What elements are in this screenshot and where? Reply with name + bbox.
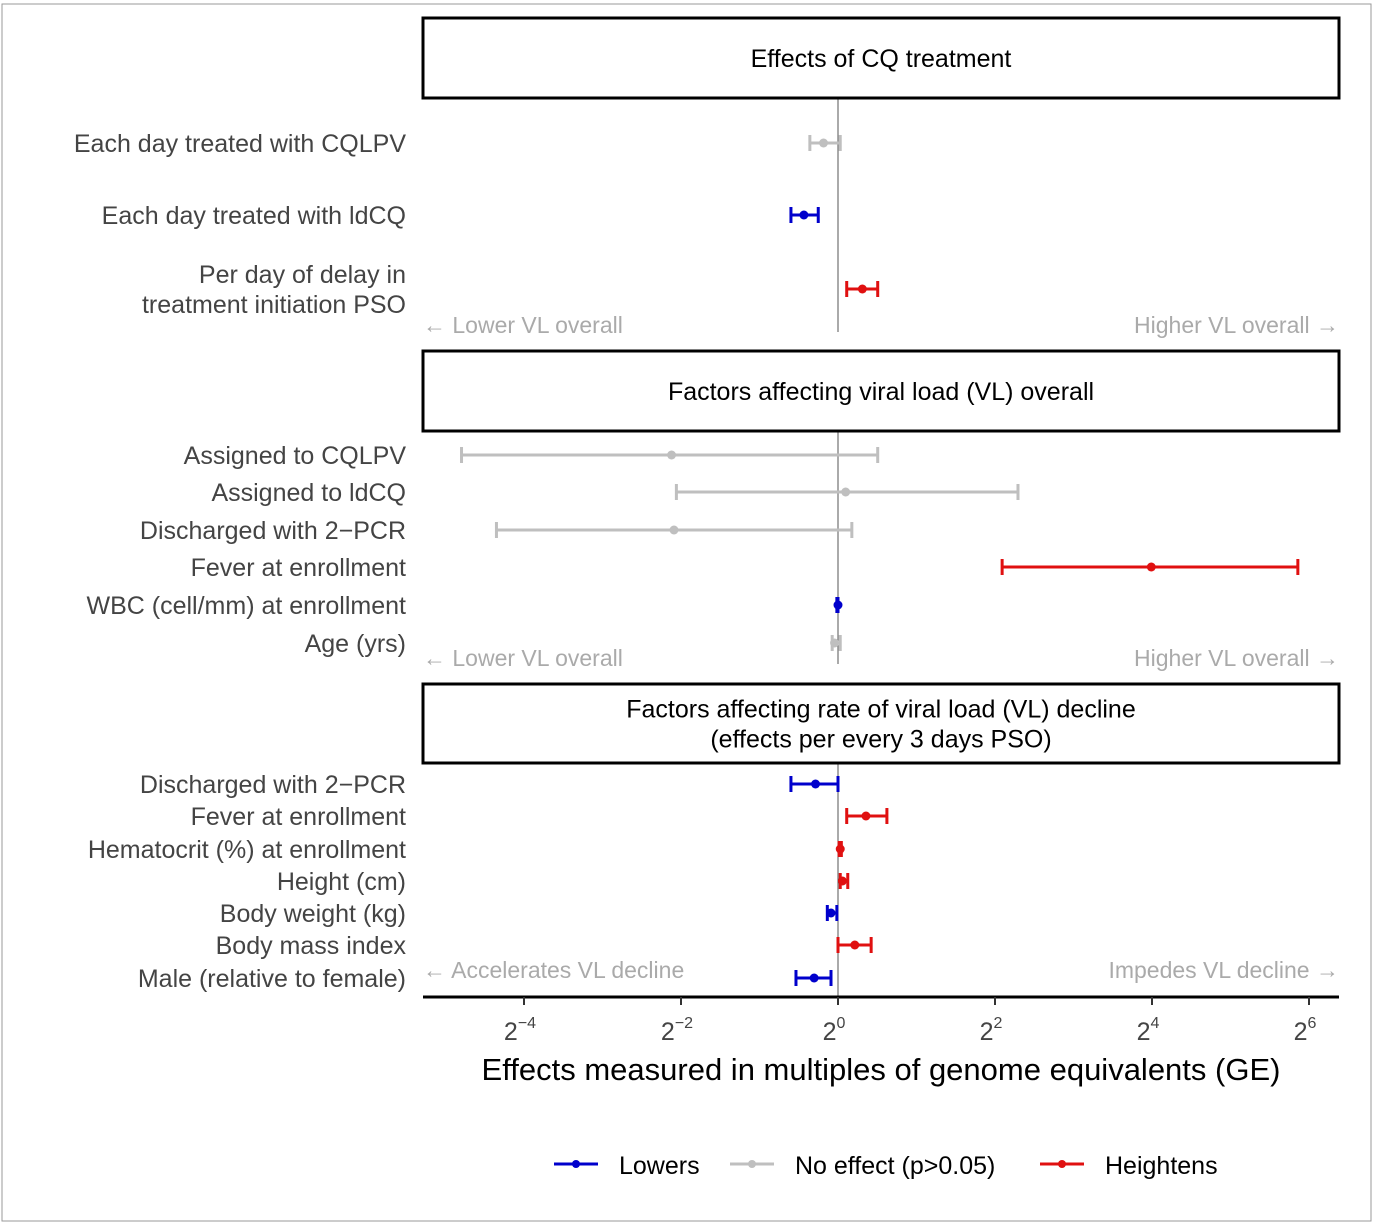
outer-frame [1,3,1372,1222]
panel-title: Factors affecting rate of viral load (VL… [626,696,1136,724]
left-note: ← Lower VL overall [423,312,623,338]
point-estimate [850,940,860,950]
row-label: Each day treated with CQLPV [74,130,406,158]
legend-item-lowers: Lowers [554,1152,700,1180]
panel-strip [421,16,1341,100]
row-label: Each day treated with ldCQ [102,202,406,230]
row-label: Hematocrit (%) at enrollment [88,836,406,864]
point-estimate [841,487,851,497]
legend-label: No effect (p>0.05) [795,1152,995,1180]
row-label: Discharged with 2−PCR [140,517,406,545]
tick-exponent: −4 [518,1015,536,1032]
right-note: Higher VL overall → [1134,312,1339,338]
x-axis-title: Effects measured in multiples of genome … [482,1052,1281,1087]
right-note: Higher VL overall → [1134,645,1339,671]
point-estimate [811,779,821,789]
row-label: WBC (cell/mm) at enrollment [87,592,407,620]
panel-strip [421,682,1341,765]
row-label: Per day of delay in [199,261,406,289]
point-estimate [669,525,679,535]
tick-exponent: 4 [1151,1015,1160,1032]
point-estimate [1146,562,1156,572]
legend-marker [748,1160,756,1168]
row-label: Fever at enrollment [191,803,406,831]
left-note: ← Accelerates VL decline [423,957,684,983]
point-estimate [826,908,836,918]
tick-base: 2 [1294,1018,1308,1046]
legend-item-none: No effect (p>0.05) [730,1152,995,1180]
point-estimate [835,844,845,854]
point-estimate [819,138,829,148]
point-estimate [799,210,809,220]
tick-base: 2 [980,1018,994,1046]
legend-marker [572,1160,580,1168]
legend-item-heightens: Heightens [1040,1152,1218,1180]
row-label: Assigned to ldCQ [211,479,406,507]
point-estimate [667,450,677,460]
row-label: Assigned to CQLPV [184,442,407,470]
row-label: Age (yrs) [305,630,406,658]
panel-3: Factors affecting rate of viral load (VL… [88,682,1341,997]
x-tick-label: 2−4 [504,1015,536,1046]
panel-1: Effects of CQ treatment ← Lower VL overal… [74,16,1341,338]
tick-exponent: 6 [1308,1015,1317,1032]
point-estimate [837,876,847,886]
row-label: Male (relative to female) [138,965,406,993]
legend-label: Heightens [1105,1152,1218,1180]
row-label: Fever at enrollment [191,554,406,582]
row-label: Body weight (kg) [220,900,406,928]
x-tick-label: 26 [1294,1015,1317,1046]
point-estimate [809,973,819,983]
tick-exponent: 2 [994,1015,1003,1032]
left-note: ← Lower VL overall [423,645,623,671]
row-label: Discharged with 2−PCR [140,771,406,799]
tick-base: 2 [823,1018,837,1046]
x-tick-label: 20 [823,1015,846,1046]
panel-2: Factors affecting viral load (VL) overal… [87,349,1341,671]
right-note: Impedes VL decline → [1108,957,1339,983]
point-estimate [830,638,840,648]
panel-strip [421,349,1341,433]
tick-base: 2 [661,1018,675,1046]
panel-title: Factors affecting viral load (VL) overal… [668,378,1094,406]
panel-title: Effects of CQ treatment [751,45,1012,73]
x-tick-label: 22 [980,1015,1003,1046]
tick-exponent: −2 [675,1015,693,1032]
row-label: Body mass index [216,932,407,960]
panel-title: (effects per every 3 days PSO) [710,726,1051,754]
tick-exponent: 0 [837,1015,846,1032]
point-estimate [833,600,843,610]
row-label: treatment initiation PSO [142,291,406,319]
x-tick-label: 24 [1137,1015,1160,1046]
legend-label: Lowers [619,1152,700,1180]
x-tick-label: 2−2 [661,1015,693,1046]
tick-base: 2 [1137,1018,1151,1046]
row-label: Height (cm) [277,868,406,896]
point-estimate [857,284,867,294]
tick-base: 2 [504,1018,518,1046]
legend-marker [1058,1160,1066,1168]
point-estimate [861,811,871,821]
